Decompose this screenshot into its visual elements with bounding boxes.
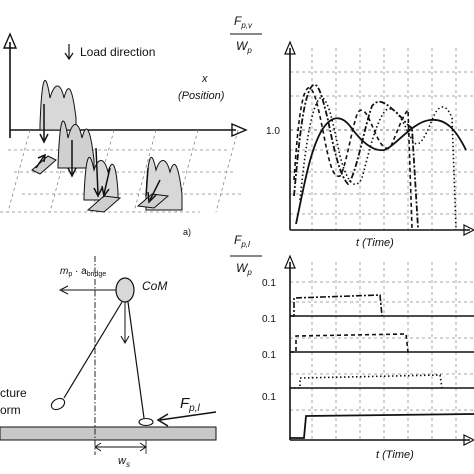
panel-a: Load direction x (Position) a) <box>0 32 248 237</box>
lateral-force-label: Fp,l <box>180 395 201 414</box>
panel-d-pulse-dashdot <box>290 294 383 317</box>
structure-label-line1: cture <box>0 386 27 400</box>
panel-d-tick-label-1: 0.1 <box>262 278 276 289</box>
lateral-force-arrowhead <box>156 413 169 427</box>
panel-d-grid <box>290 262 474 440</box>
structure-label-line2: orm <box>0 403 21 417</box>
panel-d-tick-label-2: 0.1 <box>262 314 276 325</box>
leg-right <box>127 301 145 419</box>
footprint-3 <box>136 193 170 209</box>
panel-b-y-label-bottom: Wp <box>236 39 252 55</box>
panel-b-x-arrowhead <box>463 224 474 236</box>
load-direction-arrowhead <box>64 52 74 61</box>
position-x-label: x <box>201 73 208 85</box>
weight-arrowhead <box>120 335 130 345</box>
panel-d-y-arrowhead <box>284 254 296 269</box>
load-profile-2 <box>57 120 95 169</box>
panel-a-caption: a) <box>183 227 191 237</box>
center-of-mass <box>115 277 135 303</box>
panel-d-baselines <box>290 315 474 389</box>
bridge-platform <box>0 426 217 441</box>
com-label: CoM <box>142 279 167 293</box>
panel-b-y-label-top: Fp,v <box>234 14 253 30</box>
panel-a-vertical-arrowhead <box>2 32 18 49</box>
load-arrows <box>35 104 161 204</box>
panel-b-curve-dashed <box>293 87 413 229</box>
panel-d-pulse-dotted <box>290 374 443 389</box>
panel-b: Fp,v Wp 1.0 t (Time) <box>230 14 474 249</box>
panel-d-pulse-dashed <box>290 333 409 353</box>
panel-d-x-label: t (Time) <box>376 449 414 461</box>
load-direction-label: Load direction <box>80 45 155 59</box>
inertial-force-label: mp · abridge <box>60 266 106 278</box>
position-label: (Position) <box>178 90 225 102</box>
panel-a-floor-grid <box>0 129 242 213</box>
step-width-label: ws <box>118 455 130 469</box>
panel-d-tick-label-4: 0.1 <box>262 392 276 403</box>
panel-a-position-arrowhead <box>231 122 248 138</box>
panel-d-pulse-solid <box>290 413 474 439</box>
footprint-2 <box>86 195 122 213</box>
panel-b-curve-dotted <box>299 97 457 229</box>
panel-b-x-label: t (Time) <box>356 237 394 249</box>
load-profile-1 <box>39 79 77 131</box>
step-width-arrow-left <box>94 442 102 452</box>
foot-right <box>138 417 154 427</box>
panel-d-tick-label-3: 0.1 <box>262 350 276 361</box>
panel-c: mp · abridge CoM cture orm Fp,l ws <box>0 256 217 469</box>
load-profile-3 <box>83 156 119 201</box>
panel-d-y-label-top: Fp,l <box>234 233 250 249</box>
inertial-force-arrowhead <box>58 285 69 295</box>
panel-d-x-arrowhead <box>463 434 474 446</box>
panel-b-curve-solid <box>295 117 467 225</box>
panel-b-curve-dashdot <box>293 83 419 229</box>
panel-b-tick-label: 1.0 <box>266 126 280 137</box>
panel-b-y-arrowhead <box>284 40 296 55</box>
lateral-force-arrow <box>159 411 217 421</box>
footprint-1 <box>31 155 57 175</box>
panel-d: Fp,l Wp 0.1 0.1 0 <box>230 233 474 461</box>
foot-left <box>50 397 66 411</box>
leg-left <box>63 301 123 399</box>
panel-d-y-label-bottom: Wp <box>236 261 252 277</box>
